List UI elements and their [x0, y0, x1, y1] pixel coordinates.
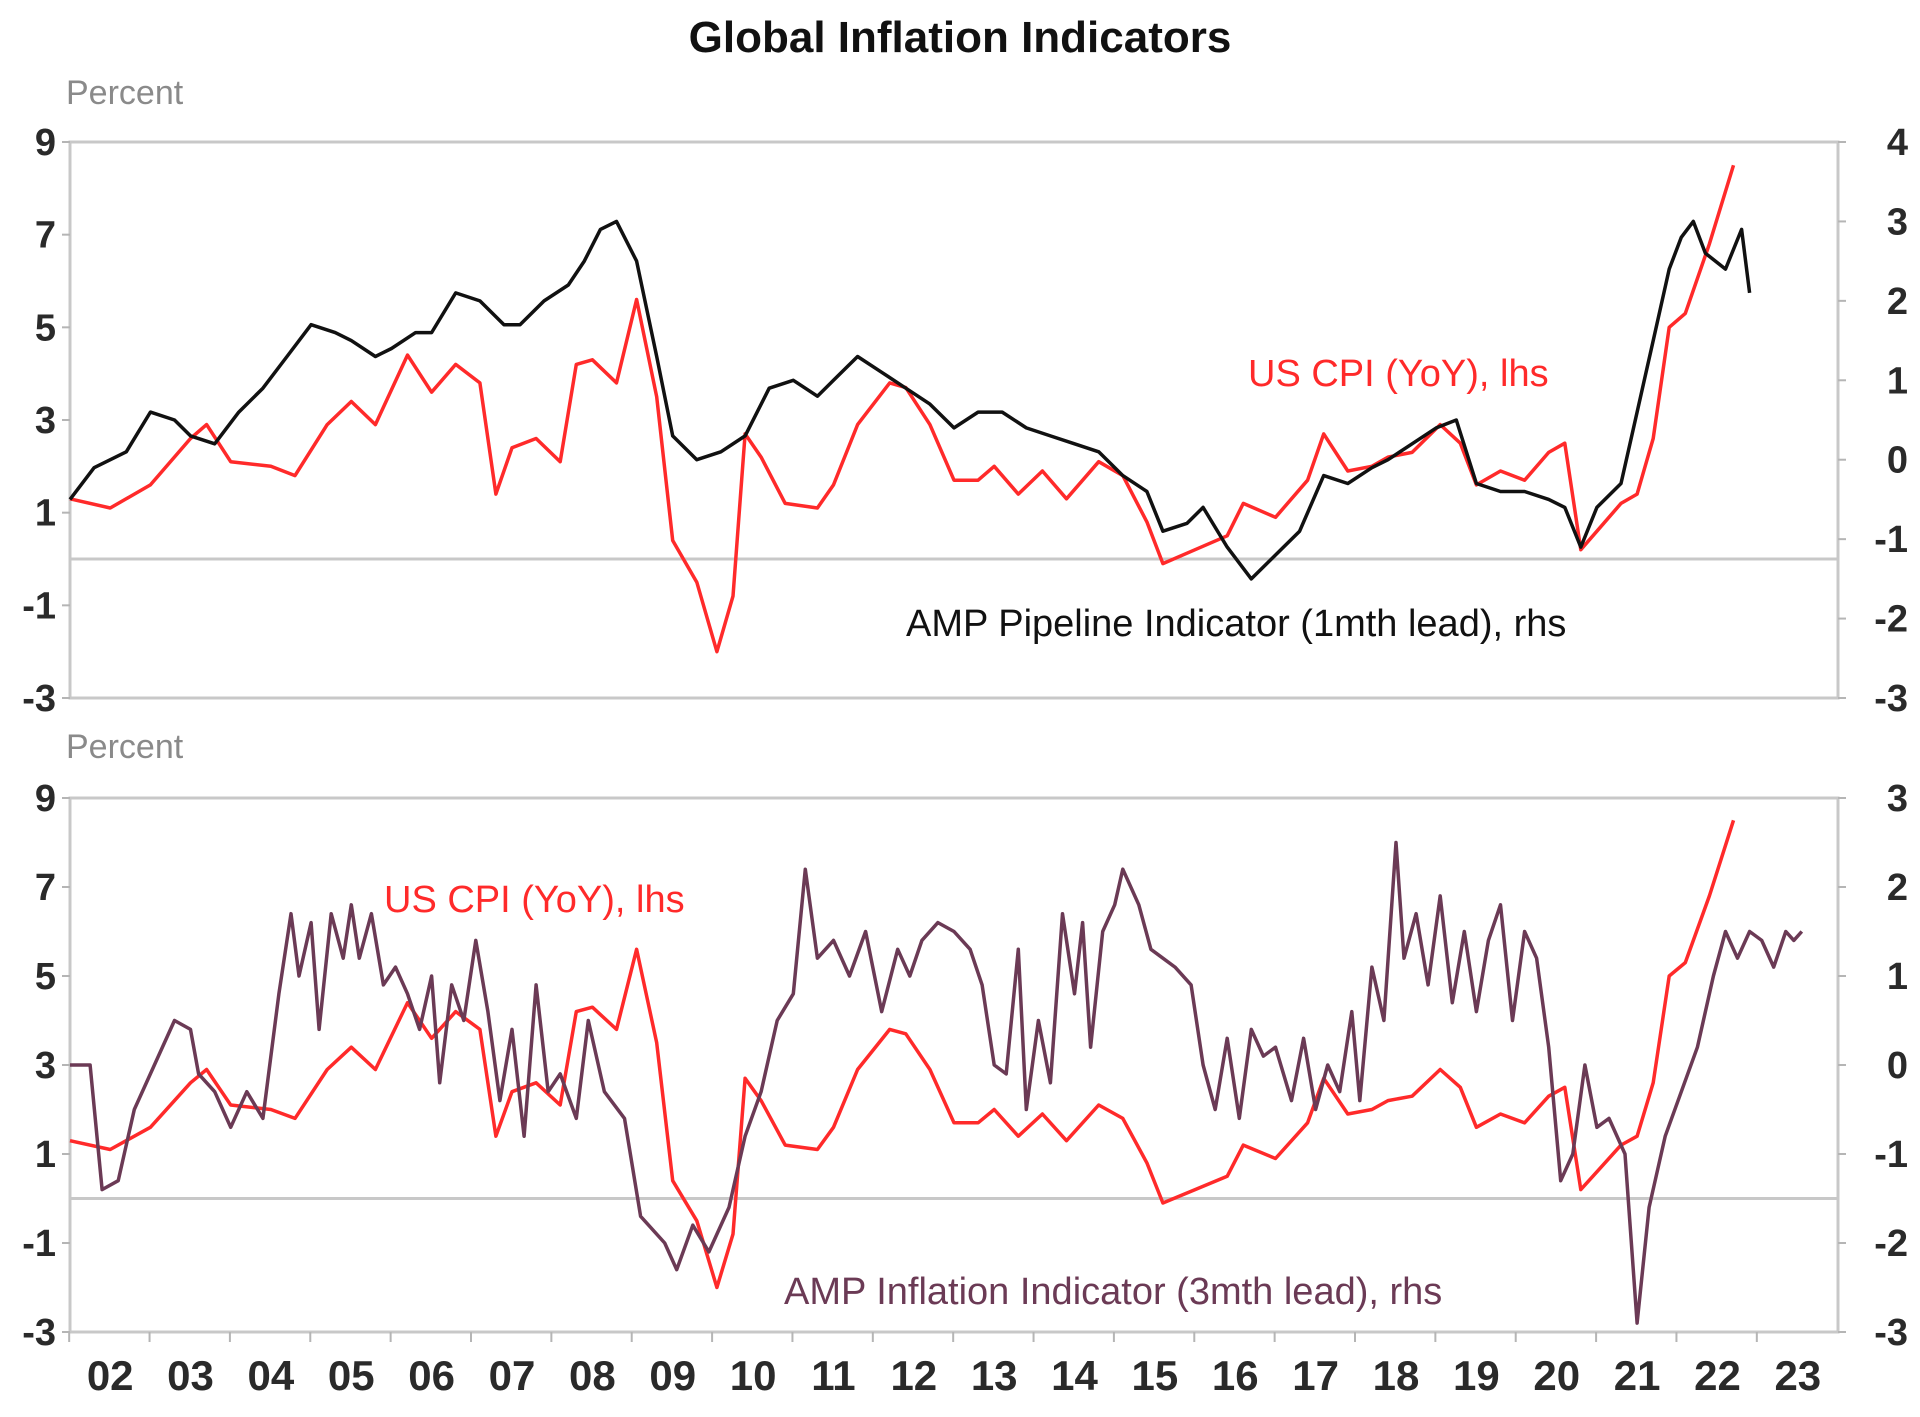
x-axis: 02 03 04 05 06 07 08 09 10 11 12 13 14 15 16 17 18 19 20 21…	[68, 1332, 1821, 1399]
x-tick-label: 17	[1292, 1352, 1339, 1399]
bottom-cpi-series-label: US CPI (YoY), lhs	[384, 879, 685, 921]
bottom-left-tick-label: 1	[35, 1134, 56, 1176]
panel-bottom: 9 7 5 3 1 -1 -3 3 2 1 0 -1 -2 -3	[22, 778, 1908, 1354]
x-tick-label: 13	[971, 1352, 1018, 1399]
bottom-cpi-series-line	[69, 819, 1736, 1290]
top-right-tick-label: 0	[1887, 440, 1908, 482]
top-right-tick-label: -3	[1874, 678, 1908, 720]
x-tick-label: 09	[649, 1352, 696, 1399]
x-tick-label: 20	[1533, 1352, 1580, 1399]
top-unit-label: Percent	[66, 74, 184, 112]
top-left-tick-label: 3	[35, 400, 56, 442]
x-tick-label: 12	[890, 1352, 937, 1399]
top-left-tick-label: 1	[35, 493, 56, 535]
x-tick-label: 15	[1132, 1352, 1179, 1399]
bottom-left-tick-label: 9	[35, 778, 56, 820]
top-left-tick-label: 5	[35, 307, 56, 349]
bottom-inflation-series-line	[70, 840, 1804, 1325]
top-right-tick-label: -2	[1874, 599, 1908, 641]
x-tick-label: 04	[248, 1352, 295, 1399]
top-right-tick-label: 1	[1887, 360, 1908, 402]
bottom-right-tick-label: 0	[1887, 1045, 1908, 1087]
bottom-inflation-series-label: AMP Inflation Indicator (3mth lead), rhs	[784, 1271, 1442, 1313]
x-tick-label: 23	[1774, 1352, 1821, 1399]
bottom-left-tick-label: -3	[22, 1312, 56, 1354]
bottom-right-tick-label: 2	[1887, 867, 1908, 909]
x-tick-label: 05	[328, 1352, 375, 1399]
top-right-tick-label: 2	[1887, 281, 1908, 323]
x-tick-label: 07	[489, 1352, 536, 1399]
x-tick-label: 16	[1212, 1352, 1259, 1399]
top-pipeline-series-line	[68, 219, 1752, 581]
top-pipeline-series-label: AMP Pipeline Indicator (1mth lead), rhs	[906, 603, 1566, 645]
bottom-plot-frame	[68, 796, 1840, 1334]
top-left-tick-label: 9	[35, 122, 56, 164]
x-tick-label: 19	[1453, 1352, 1500, 1399]
x-tick-label: 10	[730, 1352, 777, 1399]
x-tick-label: 14	[1051, 1352, 1098, 1399]
bottom-right-tick-label: -3	[1874, 1312, 1908, 1354]
bottom-right-tick-label: 3	[1887, 778, 1908, 820]
bottom-left-tick-label: 7	[35, 867, 56, 909]
x-tick-label: 02	[87, 1352, 134, 1399]
x-tick-label: 21	[1614, 1352, 1661, 1399]
bottom-left-tick-label: -1	[22, 1223, 56, 1265]
x-tick-label: 03	[167, 1352, 214, 1399]
bottom-left-tick-label: 5	[35, 956, 56, 998]
bottom-right-tick-label: -2	[1874, 1223, 1908, 1265]
bottom-left-tick-label: 3	[35, 1045, 56, 1087]
x-tick-label: 08	[569, 1352, 616, 1399]
top-right-tick-label: -1	[1874, 519, 1908, 561]
top-cpi-series-line	[69, 164, 1736, 654]
top-left-tick-label: -3	[22, 678, 56, 720]
chart-title: Global Inflation Indicators	[689, 13, 1232, 62]
x-tick-label: 18	[1373, 1352, 1420, 1399]
panel-top: 9 7 5 3 1 -1 -3 4 3 2 1 0 -1 -2 -3	[22, 122, 1908, 720]
x-tick-label: 06	[408, 1352, 455, 1399]
bottom-right-tick-label: 1	[1887, 956, 1908, 998]
top-left-tick-label: -1	[22, 585, 56, 627]
x-tick-label: 22	[1694, 1352, 1741, 1399]
top-right-tick-label: 3	[1887, 201, 1908, 243]
x-tick-label: 11	[811, 1352, 855, 1399]
top-cpi-series-label: US CPI (YoY), lhs	[1248, 353, 1549, 395]
top-left-tick-label: 7	[35, 215, 56, 257]
top-right-tick-label: 4	[1887, 122, 1908, 164]
bottom-unit-label: Percent	[66, 728, 184, 766]
bottom-right-tick-label: -1	[1874, 1134, 1908, 1176]
